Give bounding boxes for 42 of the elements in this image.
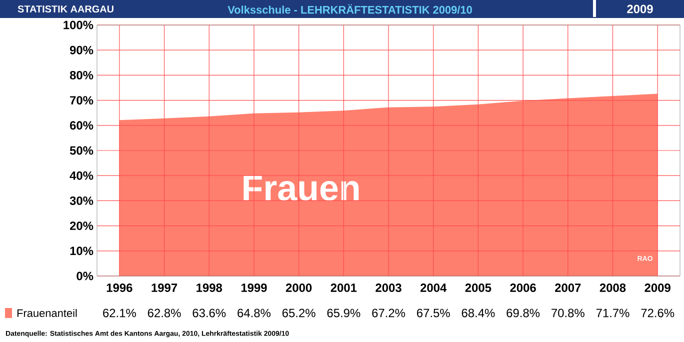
data-label: 62.8% xyxy=(148,308,181,318)
y-tick-label: 90% xyxy=(70,46,94,54)
data-label: 72.6% xyxy=(641,308,674,318)
y-tick-label: 40% xyxy=(70,171,94,180)
legend-label: Frauenanteil xyxy=(17,308,77,318)
data-label: 68.4% xyxy=(462,308,495,318)
x-tick-label: 2008 xyxy=(600,284,626,292)
y-tick-label: 20% xyxy=(70,222,94,230)
y-tick-label: 30% xyxy=(70,196,94,205)
y-tick-label: 50% xyxy=(70,146,94,155)
data-label: 69.8% xyxy=(506,308,540,318)
x-tick-label: 1999 xyxy=(241,284,267,292)
text: STATISTIK AARGAU xyxy=(18,5,114,13)
data-label: 63.6% xyxy=(192,308,226,318)
data-label: 62.1% xyxy=(103,308,136,318)
chart-title: Volksschule - LEHRKRÄFTESTATISTIK 2009/10 xyxy=(228,4,472,14)
y-tick-label: 0% xyxy=(76,272,94,280)
x-tick-label: 1998 xyxy=(196,284,222,292)
data-label: 67.5% xyxy=(417,308,450,318)
y-tick-label: 100% xyxy=(64,20,94,30)
x-tick-label: 2001 xyxy=(330,284,357,292)
x-tick-label: 2004 xyxy=(420,284,447,292)
chart-subtitle: 2009 xyxy=(627,4,653,14)
x-tick-label: 1997 xyxy=(152,284,178,292)
x-tick-label: 2003 xyxy=(376,284,402,292)
y-tick-label: 80% xyxy=(70,70,94,80)
data-label: 70.8% xyxy=(552,308,584,318)
y-tick-label: 10% xyxy=(70,246,94,256)
x-tick-label: 2006 xyxy=(510,284,536,292)
annotation: Frauen xyxy=(244,176,359,201)
x-tick-label: 2007 xyxy=(555,284,581,292)
x-tick-label: 2000 xyxy=(286,284,312,292)
y-tick-label: 70% xyxy=(70,96,94,105)
data-label: 64.8% xyxy=(238,308,270,318)
x-tick-label: 2005 xyxy=(465,284,492,292)
data-label: 65.2% xyxy=(282,308,316,318)
data-label: 67.2% xyxy=(372,308,406,318)
data-label: 71.7% xyxy=(596,308,630,318)
x-tick-label: 2009 xyxy=(644,284,670,292)
data-label: 65.9% xyxy=(327,308,360,318)
y-tick-label: 60% xyxy=(70,121,94,130)
x-tick-label: 1996 xyxy=(106,284,132,292)
